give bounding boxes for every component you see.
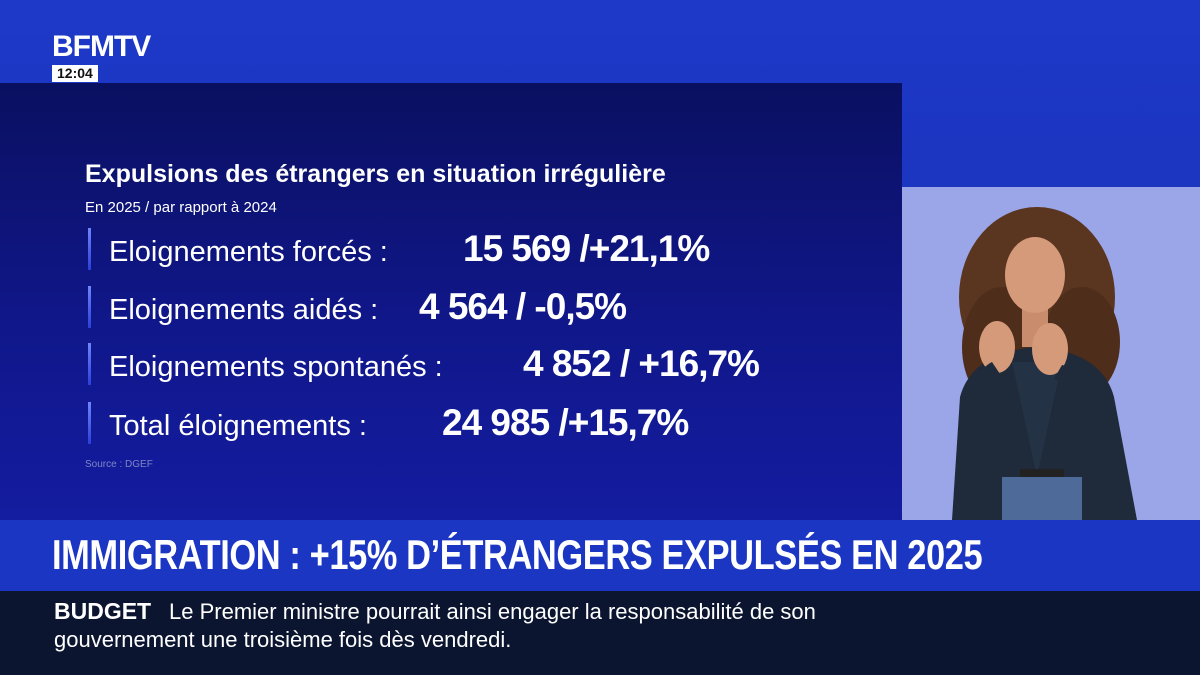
clock: 12:04 — [52, 65, 98, 82]
stat-label: Eloignements spontanés : — [109, 351, 443, 383]
stat-bar — [88, 402, 91, 444]
ticker-tag: BUDGET — [54, 598, 152, 624]
headline: IMMIGRATION : +15% D’ÉTRANGERS EXPULSÉS … — [52, 531, 983, 578]
stat-value: 24 985 /+15,7% — [442, 402, 689, 443]
stat-bar — [88, 343, 91, 385]
sign-language-interpreter — [902, 187, 1200, 520]
stat-row-spontanes: Eloignements spontanés : 4 852 / +16,7% — [88, 343, 788, 387]
interpreter-figure — [952, 207, 1137, 520]
stat-row-forces: Eloignements forcés : 15 569 /+21,1% — [88, 228, 728, 272]
stat-bar — [88, 228, 91, 270]
stat-label: Eloignements aidés : — [109, 294, 379, 326]
info-panel — [0, 83, 902, 520]
stat-row-aides: Eloignements aidés : 4 564 / -0,5% — [88, 286, 728, 330]
logo-text: BFMTV — [52, 30, 151, 63]
ticker-text: Le Premier ministre pourrait ainsi engag… — [169, 599, 816, 624]
stat-bar — [88, 286, 91, 328]
headline-band — [0, 520, 1200, 591]
stat-value: 15 569 /+21,1% — [463, 228, 710, 269]
news-ticker — [0, 591, 1200, 675]
stat-label: Total éloignements : — [109, 410, 367, 442]
panel-title: Expulsions des étrangers en situation ir… — [85, 160, 666, 188]
ticker-text: gouvernement une troisième fois dès vend… — [54, 627, 512, 652]
stat-value: 4 852 / +16,7% — [523, 343, 760, 384]
stat-label: Eloignements forcés : — [109, 236, 388, 268]
stat-value: 4 564 / -0,5% — [419, 286, 627, 327]
stat-row-total: Total éloignements : 24 985 /+15,7% — [88, 402, 728, 446]
panel-subtitle: En 2025 / par rapport à 2024 — [85, 199, 277, 216]
channel-logo: BFMTV 12:04 — [52, 30, 151, 83]
source-note: Source : DGEF — [85, 459, 153, 470]
